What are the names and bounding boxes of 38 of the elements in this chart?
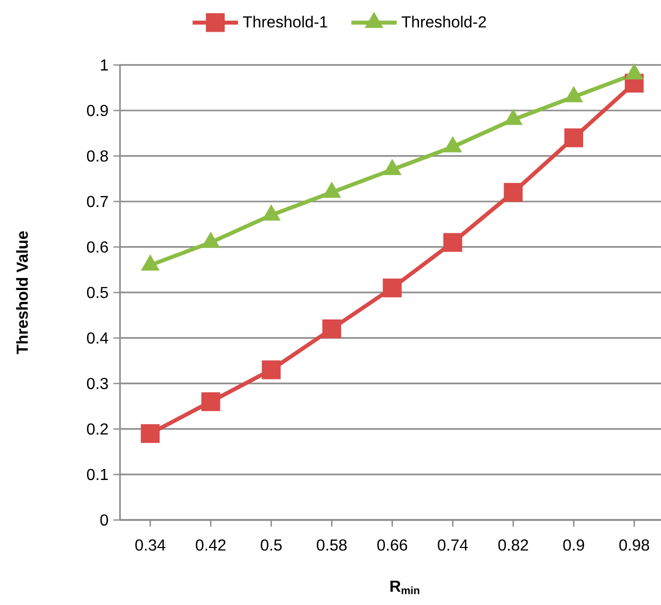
y-tick-label: 0.8 — [87, 150, 108, 162]
x-tick-label: 0.34 — [135, 539, 166, 551]
y-tick-label: 0.5 — [87, 286, 108, 298]
x-tick-label: 0.9 — [563, 539, 584, 551]
y-tick-label: 0.3 — [87, 378, 108, 390]
x-tick-label: 0.58 — [316, 539, 347, 551]
point — [443, 136, 462, 152]
x-tick-label: 0.74 — [438, 539, 468, 551]
point — [262, 204, 281, 221]
point — [624, 63, 644, 80]
x-tick-label: 0.66 — [377, 539, 408, 551]
point — [322, 182, 342, 198]
x-tick-label: 0.98 — [619, 539, 650, 551]
y-axis-title: Threshold Value — [16, 231, 28, 354]
x-tick-label: 0.5 — [260, 539, 282, 551]
legend-label: Threshold-1 — [243, 16, 328, 28]
point — [382, 278, 402, 298]
point — [140, 424, 160, 443]
x-tick-label: 0.42 — [196, 539, 226, 551]
point — [201, 232, 220, 248]
y-tick-label: 1 — [100, 59, 108, 70]
y-tick-label: 0.1 — [87, 468, 108, 480]
point — [322, 319, 342, 338]
point — [140, 254, 160, 271]
point — [201, 392, 220, 412]
y-tick-label: 0.2 — [87, 423, 108, 435]
y-tick-label: 0.6 — [87, 241, 108, 253]
y-tick-label: 0.4 — [87, 332, 108, 344]
x-tick-label: 0.82 — [498, 539, 528, 551]
legend-label: Threshold-2 — [402, 16, 486, 28]
y-tick-label: 0.7 — [87, 196, 108, 208]
x-axis-title: R$_{min}$ — [390, 580, 420, 594]
point — [504, 108, 523, 126]
y-tick-label: 0.9 — [87, 104, 108, 116]
point — [262, 360, 281, 380]
y-tick-label: 0 — [100, 514, 108, 526]
point — [564, 86, 584, 102]
point — [382, 158, 402, 176]
